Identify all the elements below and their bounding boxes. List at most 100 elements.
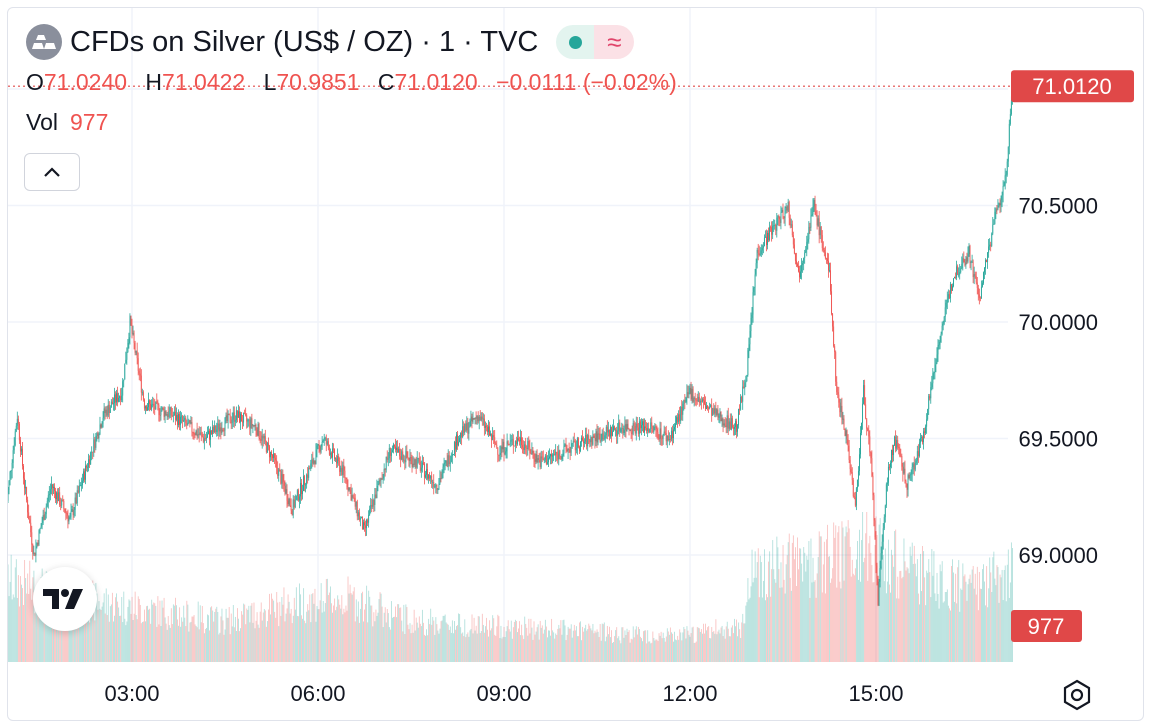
- candle-body: [510, 440, 512, 442]
- volume-bar: [826, 539, 827, 662]
- symbol-title[interactable]: CFDs on Silver (US$ / OZ) · 1 · TVC: [70, 25, 539, 58]
- volume-bar: [441, 620, 443, 662]
- market-open-icon[interactable]: [556, 25, 595, 59]
- candle-body: [46, 501, 48, 507]
- volume-bar: [376, 615, 378, 662]
- volume-bar: [98, 601, 100, 662]
- volume-bar: [943, 601, 945, 662]
- tradingview-logo[interactable]: [33, 567, 97, 631]
- volume-bar: [729, 636, 731, 662]
- candle-body: [983, 272, 984, 284]
- volume-bar: [853, 575, 855, 662]
- volume-bar: [740, 637, 742, 662]
- candle-body: [405, 451, 407, 463]
- volume-bar: [96, 593, 98, 662]
- candle-body: [506, 441, 508, 452]
- candle-body: [636, 423, 638, 428]
- volume-bar: [963, 576, 965, 662]
- candle-body: [323, 437, 325, 441]
- candle-body: [45, 506, 47, 515]
- volume-bar: [605, 636, 607, 662]
- candle-body: [229, 414, 231, 423]
- candle-body: [512, 439, 514, 446]
- candle-body: [604, 435, 606, 439]
- volume-bar: [983, 564, 984, 662]
- candle-body: [514, 441, 516, 446]
- candle-body: [656, 429, 658, 433]
- candle-body: [634, 425, 636, 434]
- candle-body: [332, 448, 333, 458]
- volume-bar: [458, 613, 460, 662]
- candle-body: [814, 200, 816, 212]
- volume-bar: [940, 571, 942, 662]
- volume-bar: [727, 628, 729, 662]
- volume-bar: [217, 612, 219, 662]
- collapse-legend-button[interactable]: [24, 153, 80, 191]
- candle-body: [167, 414, 169, 417]
- candle-body: [246, 415, 248, 422]
- volume-bar: [106, 615, 108, 662]
- volume-bar: [581, 640, 582, 662]
- candle-body: [646, 427, 648, 431]
- delayed-data-icon[interactable]: ≈: [594, 25, 635, 59]
- volume-bar: [767, 597, 768, 662]
- candle-body: [17, 418, 19, 424]
- candle-body: [383, 468, 385, 479]
- candle-body: [802, 263, 804, 265]
- candle-body: [15, 425, 17, 432]
- candle-body: [419, 461, 421, 471]
- candle-body: [794, 253, 796, 261]
- volume-bar: [787, 542, 789, 662]
- volume-bar: [295, 587, 297, 662]
- candle-body: [962, 258, 964, 265]
- volume-bar: [451, 620, 453, 662]
- volume-bar: [621, 627, 623, 662]
- volume-bar: [612, 642, 613, 662]
- volume-bar: [817, 557, 819, 662]
- volume-bar: [623, 637, 625, 662]
- candle-body: [268, 446, 270, 458]
- candle-body: [133, 332, 135, 343]
- candle-body: [330, 452, 332, 458]
- volume-bar: [357, 601, 359, 662]
- candle-body: [550, 454, 551, 457]
- volume-bar: [221, 608, 223, 662]
- volume-bar: [206, 627, 207, 662]
- candle-body: [302, 491, 303, 495]
- candle-body: [505, 451, 507, 454]
- candle-body: [342, 465, 344, 475]
- volume-bar: [921, 591, 922, 662]
- candle-body: [445, 460, 447, 463]
- candle-body: [806, 241, 808, 250]
- volume-bar: [559, 628, 561, 662]
- volume-bar: [207, 614, 208, 662]
- volume-bar: [223, 634, 225, 662]
- candle-body: [274, 453, 276, 458]
- candle-body: [294, 499, 296, 508]
- candle-body: [500, 446, 502, 453]
- candle-body: [224, 417, 226, 431]
- volume-bar: [604, 641, 606, 662]
- candle-body: [401, 451, 403, 460]
- candle-body: [503, 441, 505, 454]
- candle-body: [261, 435, 263, 441]
- volume-bar: [141, 622, 143, 662]
- volume-bar: [820, 536, 822, 662]
- volume-bar: [556, 634, 558, 662]
- candle-body: [730, 418, 732, 430]
- candle-body: [640, 425, 642, 429]
- volume-bar: [954, 601, 956, 662]
- close-value: 71.0120: [394, 69, 478, 95]
- market-status-pill[interactable]: ≈: [556, 25, 635, 59]
- candle-body: [435, 484, 437, 487]
- volume-bar: [188, 631, 190, 662]
- candle-body: [349, 487, 351, 490]
- candle-body: [957, 266, 959, 275]
- settings-gear-icon[interactable]: [1060, 678, 1094, 712]
- volume-bar: [858, 579, 859, 662]
- volume-bar: [212, 610, 214, 662]
- candle-body: [637, 427, 639, 434]
- volume-bar: [277, 602, 279, 662]
- candle-body: [459, 438, 461, 442]
